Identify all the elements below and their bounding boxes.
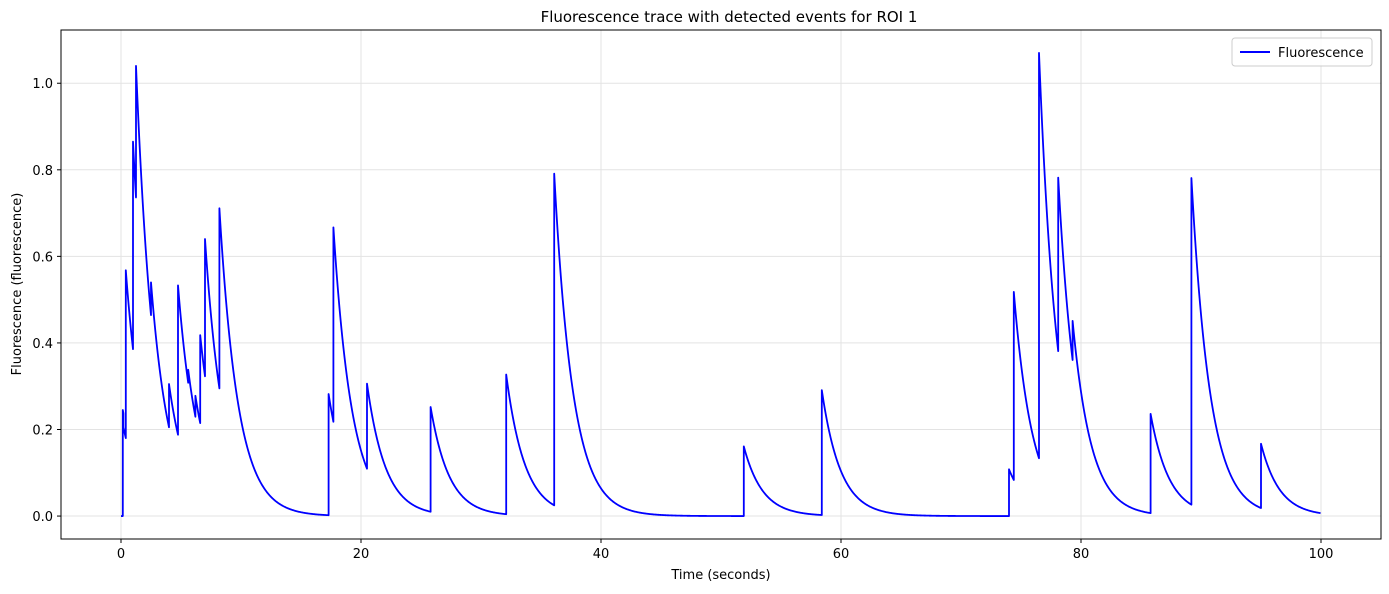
y-axis-label: Fluorescence (fluorescence) bbox=[10, 193, 25, 376]
grid bbox=[61, 30, 1381, 539]
x-tick-label: 60 bbox=[833, 547, 850, 562]
y-tick-label: 0.2 bbox=[32, 423, 53, 438]
legend: Fluorescence bbox=[1231, 37, 1373, 67]
x-tick-label: 20 bbox=[353, 547, 370, 562]
x-tick-label: 80 bbox=[1073, 547, 1090, 562]
y-tick-label: 0.6 bbox=[32, 250, 53, 265]
x-tick-label: 100 bbox=[1309, 547, 1334, 562]
x-tick-label: 40 bbox=[593, 547, 610, 562]
legend-label: Fluorescence bbox=[1278, 46, 1364, 61]
chart-title: Fluorescence trace with detected events … bbox=[541, 8, 918, 26]
y-tick-label: 0.8 bbox=[32, 164, 53, 179]
y-tick-label: 1.0 bbox=[32, 77, 53, 92]
legend-box bbox=[1231, 37, 1373, 67]
x-tick-label: 0 bbox=[117, 547, 125, 562]
series-line-fluorescence bbox=[120, 52, 1321, 517]
y-tick-label: 0.4 bbox=[32, 337, 53, 352]
axes-frame bbox=[60, 29, 1382, 540]
x-axis: 0 20 40 60 80 100 bbox=[117, 539, 1334, 562]
plot-area bbox=[120, 52, 1321, 517]
y-axis: 0.0 0.2 0.4 0.6 0.8 1.0 bbox=[32, 77, 61, 525]
y-tick-label: 0.0 bbox=[32, 510, 53, 525]
x-axis-label: Time (seconds) bbox=[670, 568, 770, 583]
